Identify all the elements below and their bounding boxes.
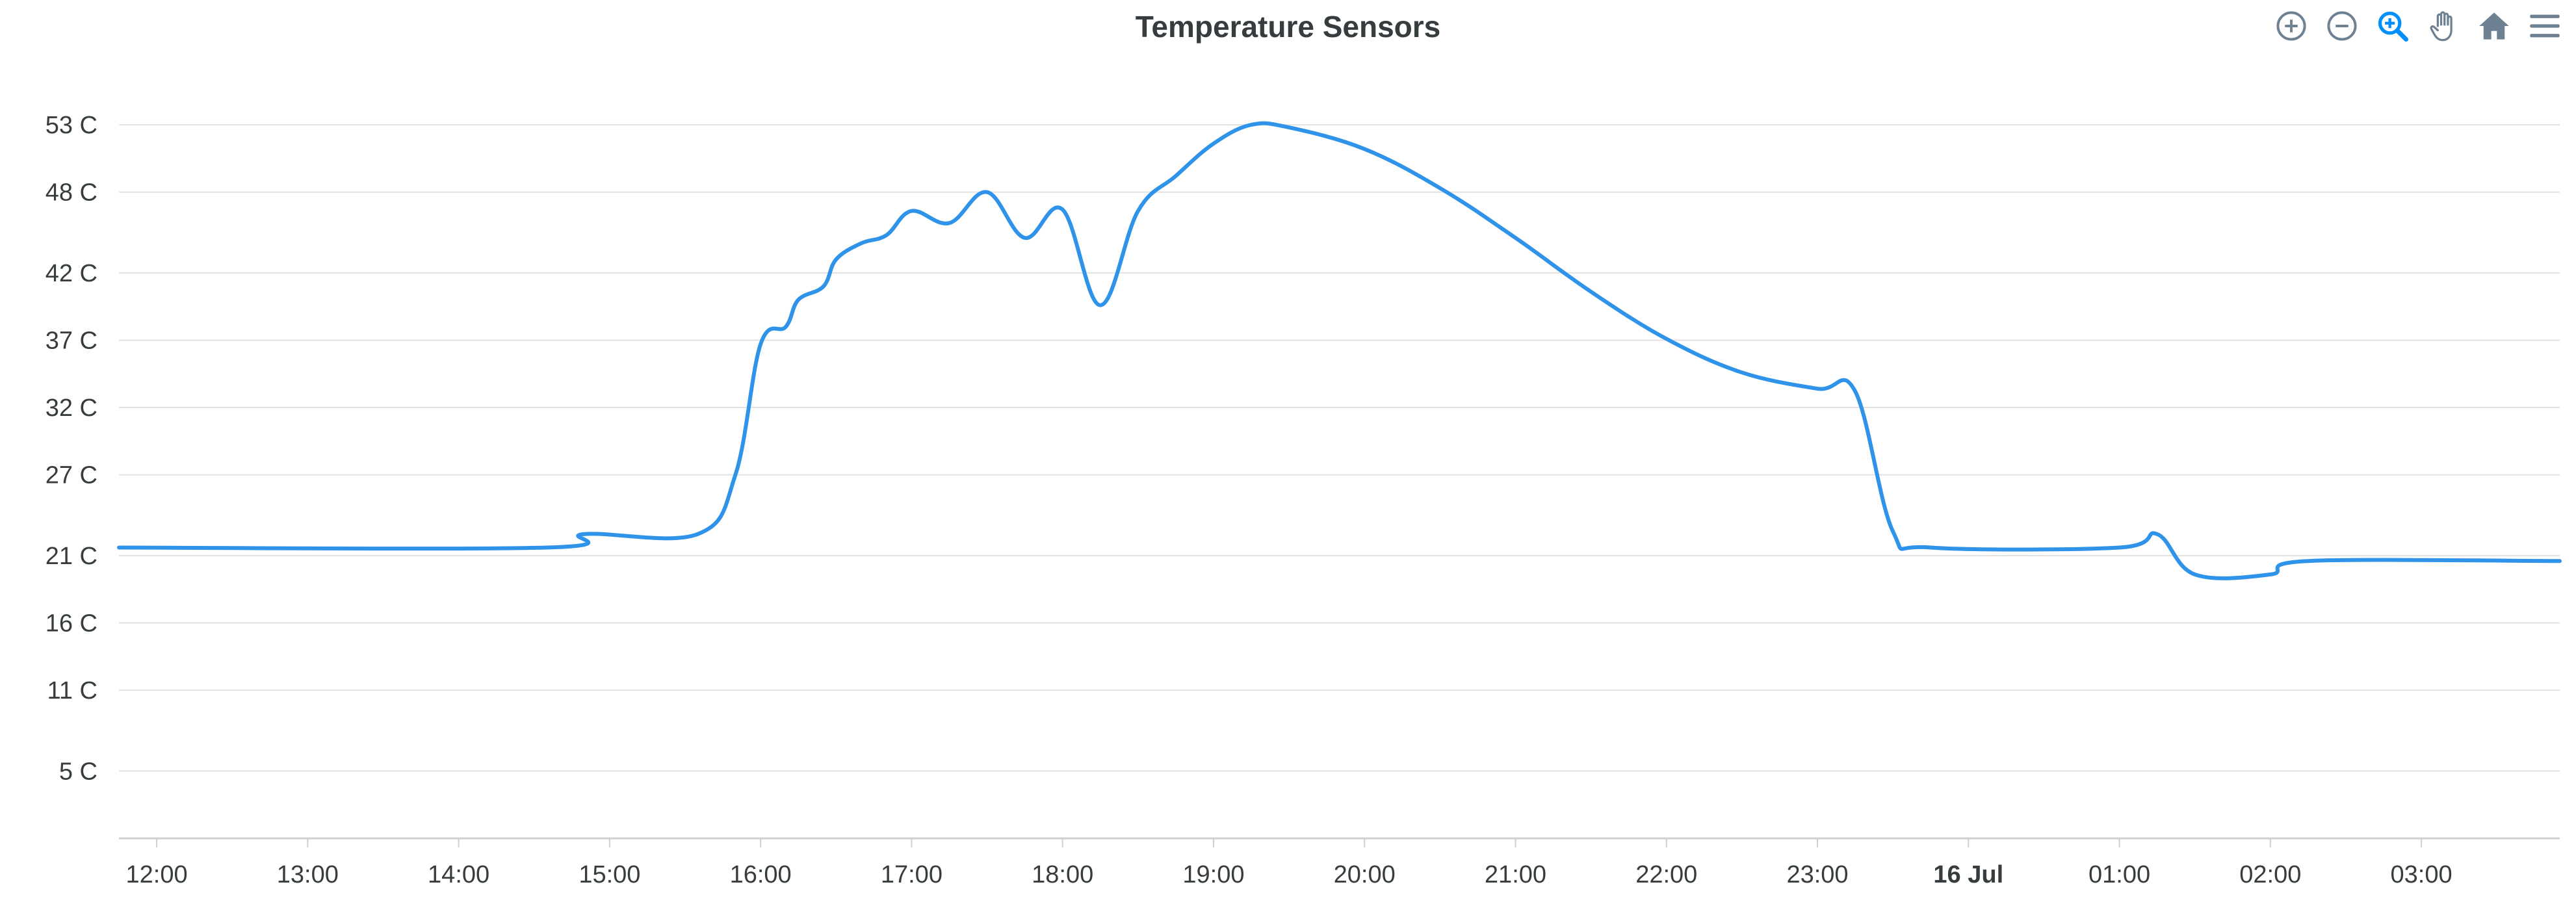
x-tick-label: 18:00 bbox=[1032, 861, 1093, 888]
x-tick-label: 15:00 bbox=[579, 861, 640, 888]
zoom-select-icon bbox=[2378, 11, 2409, 42]
pan-button[interactable] bbox=[2425, 8, 2462, 44]
y-tick-label: 37 C bbox=[46, 327, 98, 354]
x-tick-label: 16:00 bbox=[730, 861, 792, 888]
zoom-in-icon bbox=[2276, 11, 2306, 41]
chart-title: Temperature Sensors bbox=[1135, 10, 1441, 44]
y-axis: 5 C 11 C 16 C 21 C 27 C 32 C 37 C 42 C 48 C 53 C bbox=[46, 112, 98, 785]
menu-button[interactable] bbox=[2527, 8, 2563, 44]
reset-zoom-button[interactable] bbox=[2476, 8, 2512, 44]
x-tick-label: 21:00 bbox=[1485, 861, 1546, 888]
zoom-select-button[interactable] bbox=[2374, 8, 2411, 44]
zoom-out-icon bbox=[2327, 11, 2357, 41]
x-tick-label: 17:00 bbox=[881, 861, 943, 888]
x-tick-label: 19:00 bbox=[1182, 861, 1244, 888]
pan-hand-icon bbox=[2430, 11, 2452, 42]
x-tick-label: 13:00 bbox=[277, 861, 339, 888]
y-tick-label: 53 C bbox=[46, 112, 98, 139]
zoom-in-button[interactable] bbox=[2273, 8, 2309, 44]
y-tick-label: 11 C bbox=[47, 677, 98, 704]
series-line bbox=[117, 121, 2562, 580]
y-tick-label: 16 C bbox=[46, 610, 98, 638]
series-layer bbox=[117, 121, 2562, 580]
y-tick-label: 42 C bbox=[46, 260, 98, 287]
y-tick-label: 21 C bbox=[46, 543, 98, 570]
x-tick-label: 20:00 bbox=[1334, 861, 1396, 888]
y-tick-label: 5 C bbox=[59, 758, 98, 785]
x-tick-label: 14:00 bbox=[428, 861, 489, 888]
x-tick-label: 02:00 bbox=[2239, 861, 2301, 888]
x-tick-label: 22:00 bbox=[1635, 861, 1697, 888]
x-tick-label: 23:00 bbox=[1786, 861, 1848, 888]
home-reset-icon bbox=[2479, 12, 2509, 40]
y-tick-label: 27 C bbox=[46, 462, 98, 489]
y-tick-label: 32 C bbox=[46, 394, 98, 422]
menu-icon bbox=[2530, 14, 2560, 38]
x-axis: 12:00 13:00 14:00 15:00 16:00 17:00 18:00 19:00… bbox=[119, 837, 2560, 888]
x-tick-label: 03:00 bbox=[2391, 861, 2452, 888]
x-tick-label: 16 Jul bbox=[1933, 861, 2003, 888]
x-tick-label: 12:00 bbox=[126, 861, 188, 888]
y-tick-label: 48 C bbox=[46, 179, 98, 207]
gridlines bbox=[119, 124, 2560, 772]
x-tick-label: 01:00 bbox=[2088, 861, 2150, 888]
chart-toolbar bbox=[2273, 6, 2563, 45]
zoom-out-button[interactable] bbox=[2324, 8, 2360, 44]
